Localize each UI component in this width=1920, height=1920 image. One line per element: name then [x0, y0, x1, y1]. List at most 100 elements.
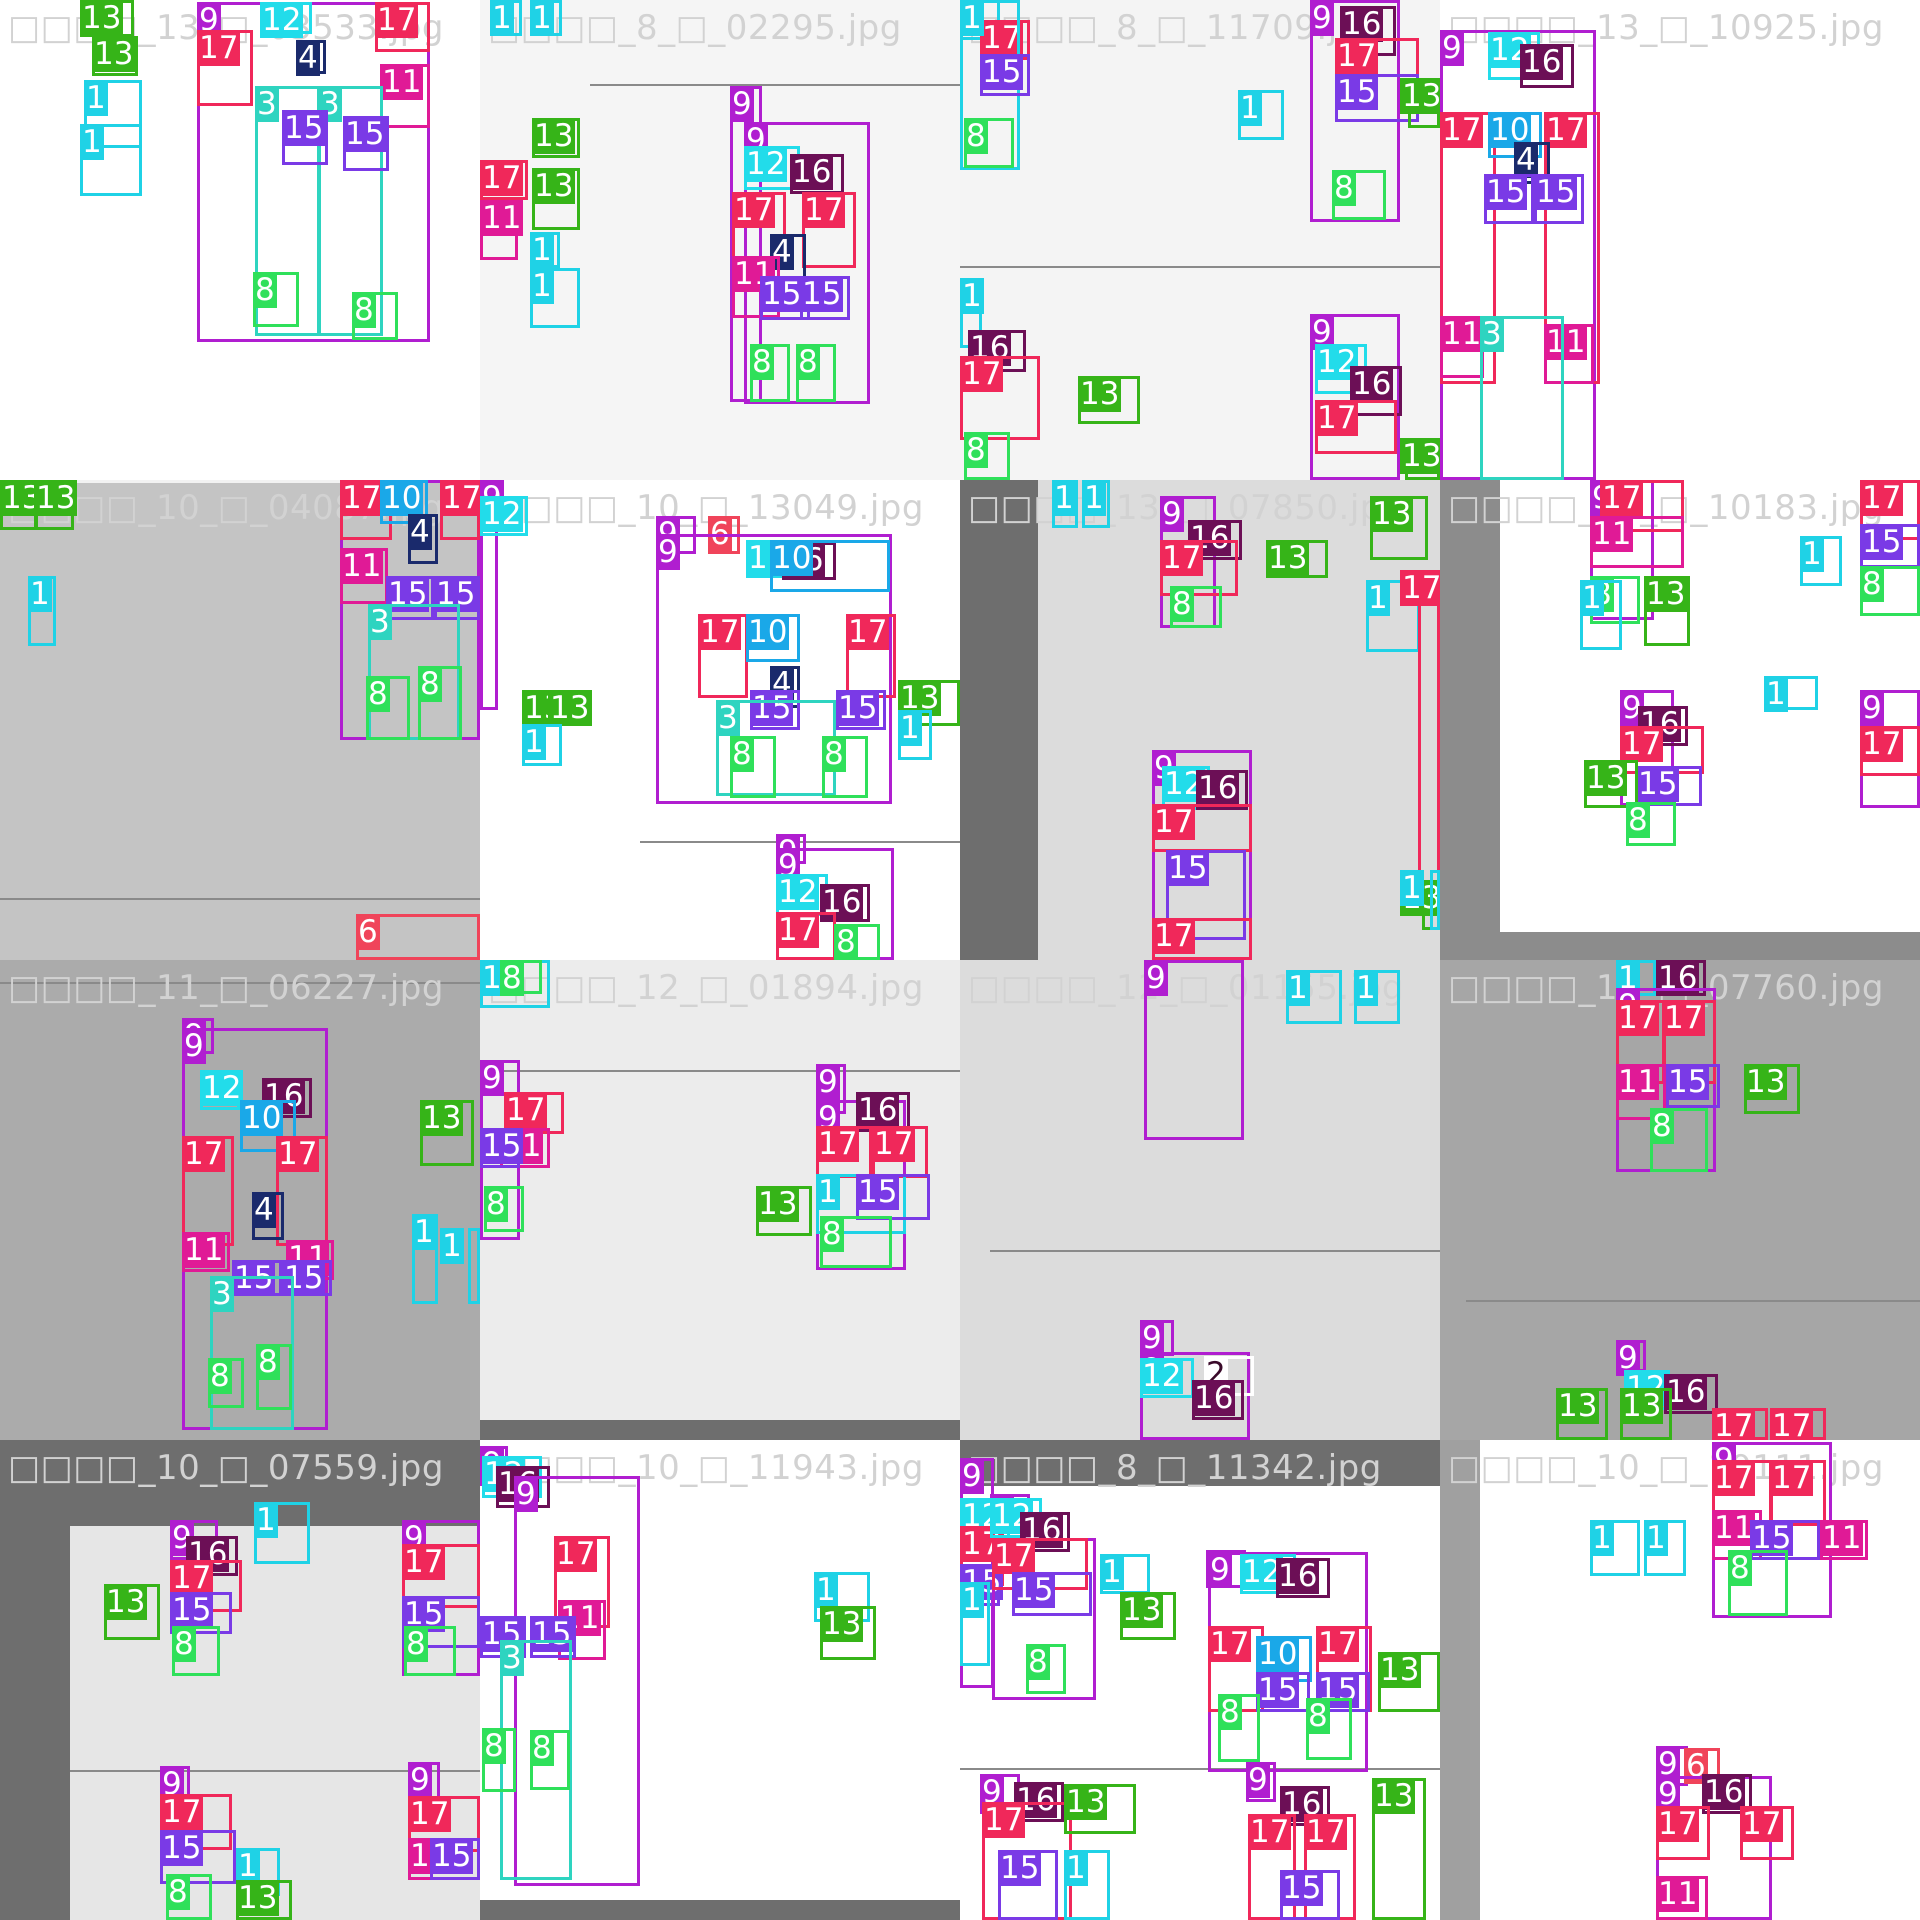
class-label: 17 — [698, 614, 742, 650]
class-label: 15 — [1484, 174, 1528, 210]
class-label: 1 — [1082, 480, 1106, 516]
tile-filename: □□□□_8_□_02295.jpg — [488, 8, 902, 48]
class-label: 13 — [34, 480, 78, 516]
class-label: 1 — [1354, 970, 1378, 1006]
tile-shade-region — [1440, 480, 1500, 960]
detection-box — [656, 534, 892, 804]
tile-shade-region — [960, 1440, 1440, 1486]
class-label: 15 — [1012, 1572, 1056, 1608]
detection-box — [514, 1476, 640, 1886]
detection-box — [197, 2, 430, 342]
tile-shade-region — [480, 1420, 960, 1440]
class-label: 3 — [1480, 316, 1504, 352]
class-label: 17 — [960, 356, 1004, 392]
class-label: 1 — [1052, 480, 1076, 516]
class-label: 9 — [182, 1028, 206, 1064]
class-label: 1 — [1238, 90, 1262, 126]
class-label: 1 — [960, 1582, 984, 1618]
class-label: 9 — [1656, 1776, 1680, 1812]
class-label: 1 — [1616, 960, 1640, 996]
class-label: 1 — [480, 960, 504, 996]
class-label: 17 — [1160, 540, 1204, 576]
class-label: 11 — [558, 1600, 602, 1636]
class-label: 11 — [1440, 316, 1484, 352]
tile-filename: □□□□_10_□_07559.jpg — [8, 1448, 444, 1488]
class-label: 17 — [1770, 1408, 1814, 1440]
class-label: 15 — [170, 1592, 214, 1628]
class-label: 9 — [656, 534, 680, 570]
class-label: 1 — [236, 1848, 260, 1884]
class-label: 16 — [1276, 1558, 1320, 1594]
class-label: 3 — [716, 700, 740, 736]
class-label: 1 — [522, 724, 546, 760]
class-label: 17 — [1712, 1408, 1756, 1440]
class-label: 9 — [980, 1774, 1004, 1810]
tile-rule-line — [640, 841, 960, 843]
detection-box — [80, 124, 142, 196]
class-label: 8 — [964, 118, 988, 154]
class-label: 17 — [1304, 1814, 1348, 1850]
class-label: 8 — [253, 272, 277, 308]
class-label: 8 — [1170, 586, 1194, 622]
class-label: 11 — [1712, 1510, 1756, 1546]
class-label: 8 — [1332, 170, 1356, 206]
class-label: 8 — [172, 1626, 196, 1662]
mosaic-tile: □□□□_8_□_11709.jpg1171158916171513811161… — [960, 0, 1440, 480]
class-label: 1 — [530, 268, 554, 304]
class-label: 9 — [480, 1060, 504, 1096]
class-label: 17 — [504, 1092, 548, 1128]
class-label: 9 — [960, 1458, 984, 1494]
class-label: 11 — [380, 64, 424, 100]
class-label: 11 — [1544, 324, 1588, 360]
class-label: 1 — [1064, 1850, 1088, 1886]
class-label: 13 — [1400, 78, 1440, 114]
tile-filename: □□□□_8_□_11342.jpg — [968, 1448, 1382, 1488]
class-label: 1 — [1100, 1554, 1124, 1590]
class-label: 12 — [480, 496, 524, 532]
class-label: 17 — [980, 20, 1024, 56]
class-label: 15 — [430, 1838, 474, 1874]
class-label: 1 — [1400, 870, 1424, 906]
class-label: 4 — [408, 514, 432, 550]
class-label: 17 — [1152, 918, 1196, 954]
class-label: 11 — [1656, 1876, 1700, 1912]
class-label: 17 — [872, 1126, 916, 1162]
class-label: 3 — [210, 1276, 234, 1312]
class-label: 1 — [1580, 580, 1604, 616]
class-label: 16 — [1350, 366, 1394, 402]
class-label: 8 — [750, 344, 774, 380]
class-label: 13 — [1744, 1064, 1788, 1100]
class-label: 17 — [1544, 112, 1588, 148]
class-label: 17 — [816, 1126, 860, 1162]
class-label: 15 — [750, 690, 794, 726]
class-label: 9 — [408, 1762, 432, 1798]
class-label: 17 — [1600, 480, 1644, 516]
class-label: 13 — [1556, 1388, 1600, 1424]
class-label: 9 — [1620, 690, 1644, 726]
class-label: 8 — [1860, 566, 1884, 602]
class-label: 10 — [746, 614, 790, 650]
mosaic-tile: □□□□_8_□_11342.jpg9121715191216917158113… — [960, 1440, 1440, 1920]
class-label: 17 — [160, 1794, 204, 1830]
class-label: 9 — [1860, 690, 1884, 726]
class-label: 1 — [1764, 676, 1788, 712]
class-label: 16 — [1702, 1774, 1746, 1810]
class-label: 8 — [964, 432, 988, 468]
detection-box — [1418, 570, 1440, 890]
class-label: 15 — [282, 110, 326, 146]
class-label: 1 — [530, 0, 554, 36]
class-label: 15 — [160, 1830, 204, 1866]
class-label: 6 — [1684, 1748, 1708, 1784]
mosaic-tile: □□□□_12_□_01155.jpg9119912216 — [960, 960, 1440, 1440]
class-label: 9 — [1208, 1552, 1232, 1588]
detection-box — [1144, 960, 1244, 1140]
class-label: 17 — [1656, 1806, 1700, 1842]
class-label: 13 — [756, 1186, 800, 1222]
tile-filename: □□□□_10_□_11943.jpg — [488, 1448, 924, 1488]
mosaic-tile: □□□□_13_□_10183.jpg917118131119171589161… — [1440, 480, 1920, 960]
class-label: 17 — [182, 1136, 226, 1172]
class-label: 8 — [352, 292, 376, 328]
class-label: 17 — [1400, 570, 1440, 606]
class-label: 16 — [790, 154, 834, 190]
detection-box — [210, 1276, 294, 1430]
